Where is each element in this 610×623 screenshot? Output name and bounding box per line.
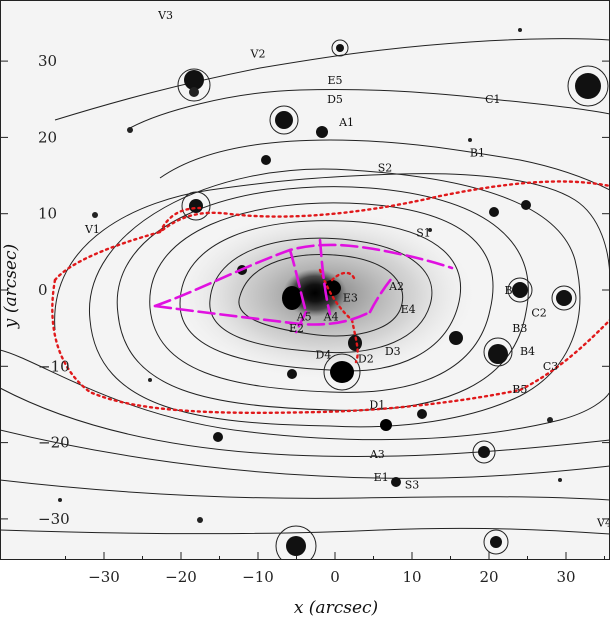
y-tick-label: −30 — [38, 510, 70, 528]
image-label: E1 — [374, 471, 389, 484]
y-tick-label: 0 — [38, 281, 48, 299]
y-tick-label: 10 — [38, 205, 57, 223]
image-label: B2 — [505, 284, 520, 297]
image-label: B5 — [512, 383, 527, 396]
image-label: B4 — [520, 345, 535, 358]
y-axis-label: y (arcsec) — [1, 244, 21, 329]
image-label: B3 — [512, 322, 527, 335]
caustic-curve — [153, 238, 454, 334]
image-label: A3 — [369, 448, 385, 461]
image-label: S1 — [416, 227, 431, 240]
image-label: D5 — [327, 93, 343, 106]
image-label: V3 — [157, 9, 173, 22]
image-label: B1 — [470, 146, 485, 159]
image-label: D4 — [316, 349, 332, 362]
image-label: C2 — [531, 307, 546, 320]
image-label: A1 — [338, 116, 354, 129]
x-tick-label: 30 — [556, 568, 575, 586]
y-tick-label: 30 — [38, 52, 57, 70]
image-label: E4 — [401, 303, 416, 316]
image-label: S2 — [378, 162, 393, 175]
x-tick-label: −10 — [242, 568, 274, 586]
x-tick-label: 10 — [402, 568, 421, 586]
x-tick-label: 0 — [330, 568, 340, 586]
image-label: S3 — [405, 478, 420, 491]
galaxies — [58, 28, 601, 556]
image-label: D1 — [369, 398, 385, 411]
y-tick-label: −20 — [38, 434, 70, 452]
image-label: C1 — [485, 93, 500, 106]
x-tick-label: −20 — [165, 568, 197, 586]
image-label: D2 — [358, 352, 374, 365]
image-label: C3 — [543, 360, 558, 373]
image-label: E3 — [343, 291, 358, 304]
image-label: V4 — [596, 517, 610, 530]
image-label: V1 — [84, 223, 100, 236]
image-label: A2 — [388, 280, 404, 293]
x-tick-label: 20 — [479, 568, 498, 586]
image-label: V2 — [250, 47, 266, 60]
x-tick-label: −30 — [88, 568, 120, 586]
image-label: D3 — [385, 345, 401, 358]
image-label: A4 — [323, 311, 339, 324]
critical-curve — [51, 180, 610, 415]
image-label: E2 — [289, 322, 304, 335]
image-label: E5 — [327, 74, 342, 87]
axis-ticks: −30 −20 −10 0 10 20 30 30 20 10 0 −10 −20 −30 — [0, 52, 610, 586]
mass-contours — [0, 38, 610, 560]
y-tick-label: 20 — [38, 128, 57, 146]
x-axis-label: x (arcsec) — [294, 598, 378, 618]
image-label: A5 — [296, 311, 312, 324]
y-tick-label: −10 — [38, 357, 70, 375]
